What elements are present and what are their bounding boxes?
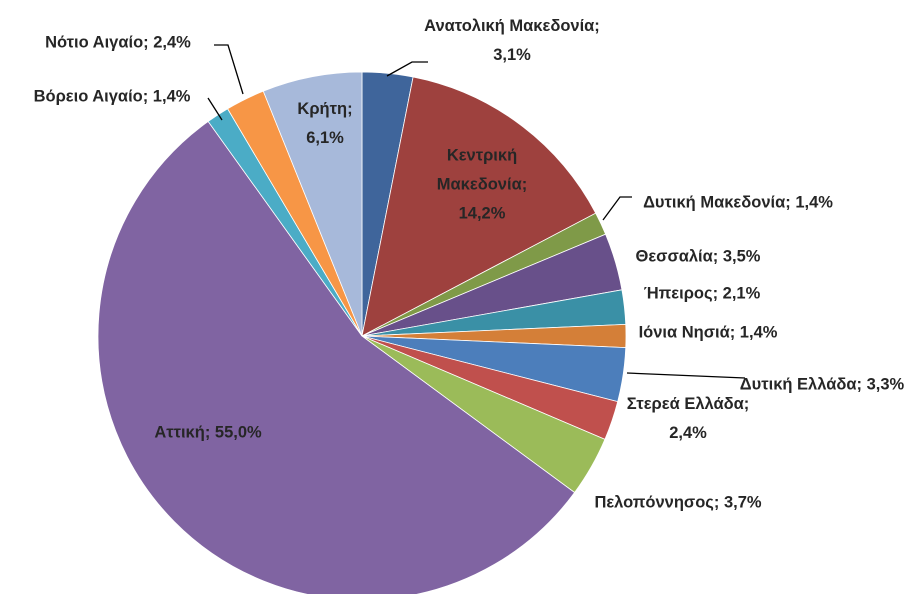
leader-line [207, 97, 223, 121]
data-label: Κρήτη; 6,1% [297, 100, 353, 147]
leader-lines [207, 44, 746, 379]
data-label: Στερεά Ελλάδα; 2,4% [626, 395, 750, 442]
data-label: Νότιο Αιγαίο; 2,4% [45, 33, 191, 52]
leader-line [602, 196, 632, 221]
data-label: Βόρειο Αιγαίο; 1,4% [33, 87, 191, 106]
data-label: Θεσσαλία; 3,5% [635, 247, 761, 266]
slices [97, 71, 627, 594]
pie-slice [97, 120, 576, 594]
data-label: Ήπειρος; 2,1% [643, 284, 761, 303]
data-label: Δυτική Ελλάδα; 3,3% [739, 375, 904, 394]
pie-slice [262, 71, 363, 337]
leader-line [386, 61, 428, 77]
pie-slice [361, 76, 597, 337]
leader-line [214, 44, 244, 95]
leader-line [626, 372, 746, 379]
data-label: Δυτική Μακεδονία; 1,4% [643, 193, 833, 212]
data-label: Κεντρική Μακεδονία; 14,2% [436, 146, 528, 223]
data-label: Πελοπόννησος; 3,7% [594, 493, 762, 512]
data-label: Ιόνια Νησιά; 1,4% [638, 323, 778, 342]
data-label: Ανατολική Μακεδονία; 3,1% [424, 17, 600, 64]
data-label: Αττική; 55,0% [154, 423, 262, 442]
